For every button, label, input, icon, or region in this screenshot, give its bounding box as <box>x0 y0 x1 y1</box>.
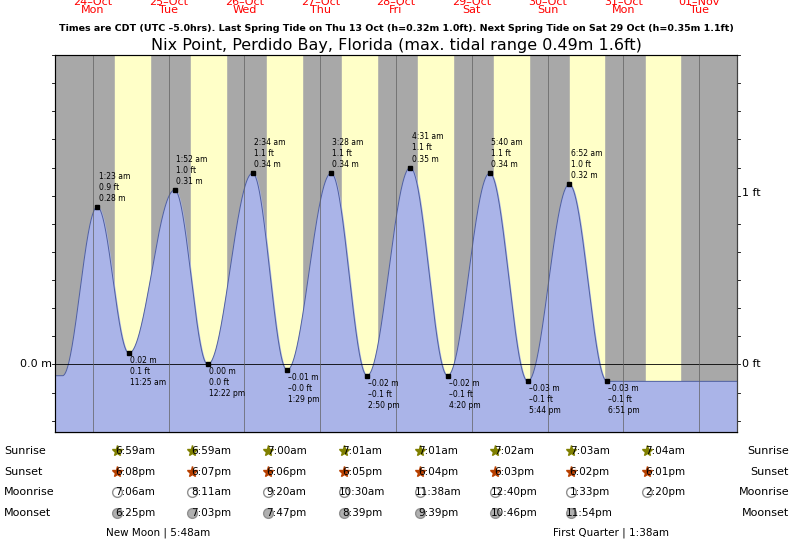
Text: Sun: Sun <box>537 5 558 15</box>
Text: Moonset: Moonset <box>741 508 789 519</box>
Text: New Moon | 5:48am: New Moon | 5:48am <box>106 527 211 538</box>
Text: Wed: Wed <box>232 5 257 15</box>
Text: First Quarter | 1:38am: First Quarter | 1:38am <box>553 527 668 538</box>
Text: 0.0 m: 0.0 m <box>20 360 52 369</box>
Text: 7:06am: 7:06am <box>115 487 155 497</box>
Text: 8:11am: 8:11am <box>191 487 231 497</box>
Text: 5:40 am
1.1 ft
0.34 m: 5:40 am 1.1 ft 0.34 m <box>491 138 523 169</box>
Text: 30–Oct: 30–Oct <box>528 0 567 6</box>
Text: 2:20pm: 2:20pm <box>646 487 686 497</box>
Bar <box>115 55 150 432</box>
Text: Sunset: Sunset <box>751 467 789 476</box>
Text: 9:39pm: 9:39pm <box>418 508 458 519</box>
Text: 8:39pm: 8:39pm <box>343 508 382 519</box>
Text: 24–Oct: 24–Oct <box>73 0 113 6</box>
Bar <box>343 55 377 432</box>
Text: 7:01am: 7:01am <box>343 446 382 456</box>
Text: 10:30am: 10:30am <box>339 487 385 497</box>
Text: Tue: Tue <box>159 5 178 15</box>
Text: 28–Oct: 28–Oct <box>377 0 416 6</box>
Text: 0.00 m
0.0 ft
12:22 pm: 0.00 m 0.0 ft 12:22 pm <box>209 367 245 398</box>
Text: Moonset: Moonset <box>4 508 52 519</box>
Text: 29–Oct: 29–Oct <box>452 0 492 6</box>
Text: 7:03pm: 7:03pm <box>191 508 231 519</box>
Text: Times are CDT (UTC –5.0hrs). Last Spring Tide on Thu 13 Oct (h=0.32m 1.0ft). Nex: Times are CDT (UTC –5.0hrs). Last Spring… <box>59 24 734 33</box>
Text: 2:34 am
1.1 ft
0.34 m: 2:34 am 1.1 ft 0.34 m <box>254 138 285 169</box>
Text: 0 ft: 0 ft <box>742 360 761 369</box>
Text: 31–Oct: 31–Oct <box>604 0 643 6</box>
Text: Tue: Tue <box>690 5 709 15</box>
Text: 12:40pm: 12:40pm <box>491 487 538 497</box>
Text: Moonrise: Moonrise <box>738 487 789 497</box>
Text: 6:01pm: 6:01pm <box>646 467 686 476</box>
Bar <box>646 55 680 432</box>
Text: –0.03 m
–0.1 ft
5:44 pm: –0.03 m –0.1 ft 5:44 pm <box>529 384 561 416</box>
Text: Moonrise: Moonrise <box>4 487 55 497</box>
Text: 7:00am: 7:00am <box>266 446 306 456</box>
Text: Nix Point, Perdido Bay, Florida (max. tidal range 0.49m 1.6ft): Nix Point, Perdido Bay, Florida (max. ti… <box>151 38 642 53</box>
Text: 4:31 am
1.1 ft
0.35 m: 4:31 am 1.1 ft 0.35 m <box>412 133 443 164</box>
Text: 9:20am: 9:20am <box>266 487 307 497</box>
Text: 7:01am: 7:01am <box>418 446 458 456</box>
Text: 7:04am: 7:04am <box>646 446 685 456</box>
Bar <box>266 55 301 432</box>
Text: 6:59am: 6:59am <box>191 446 231 456</box>
Text: 6:04pm: 6:04pm <box>418 467 458 476</box>
Bar <box>570 55 604 432</box>
Text: Mon: Mon <box>611 5 635 15</box>
Text: 11:38am: 11:38am <box>415 487 462 497</box>
Text: 3:28 am
1.1 ft
0.34 m: 3:28 am 1.1 ft 0.34 m <box>332 138 364 169</box>
Bar <box>190 55 226 432</box>
Text: –0.01 m
–0.0 ft
1:29 pm: –0.01 m –0.0 ft 1:29 pm <box>289 373 320 404</box>
Text: Sunset: Sunset <box>4 467 42 476</box>
Text: –0.02 m
–0.1 ft
2:50 pm: –0.02 m –0.1 ft 2:50 pm <box>368 378 400 410</box>
Text: 27–Oct: 27–Oct <box>301 0 339 6</box>
Text: 6:59am: 6:59am <box>115 446 155 456</box>
Text: Sat: Sat <box>462 5 481 15</box>
Text: Thu: Thu <box>310 5 331 15</box>
Bar <box>418 55 453 432</box>
Text: 6:06pm: 6:06pm <box>266 467 307 476</box>
Text: 6:03pm: 6:03pm <box>494 467 534 476</box>
Text: 1 ft: 1 ft <box>742 188 761 198</box>
Text: 1:52 am
1.0 ft
0.31 m: 1:52 am 1.0 ft 0.31 m <box>176 155 207 186</box>
Text: 7:03am: 7:03am <box>570 446 610 456</box>
Text: 01–Nov: 01–Nov <box>679 0 720 6</box>
Text: 6:52 am
1.0 ft
0.32 m: 6:52 am 1.0 ft 0.32 m <box>570 149 602 181</box>
Text: 6:25pm: 6:25pm <box>115 508 155 519</box>
Text: Sunrise: Sunrise <box>4 446 46 456</box>
Text: 11:54pm: 11:54pm <box>566 508 613 519</box>
Text: 26–Oct: 26–Oct <box>225 0 264 6</box>
Text: 10:46pm: 10:46pm <box>491 508 538 519</box>
Text: 6:02pm: 6:02pm <box>569 467 610 476</box>
Text: Fri: Fri <box>389 5 403 15</box>
Text: 1:23 am
0.9 ft
0.28 m: 1:23 am 0.9 ft 0.28 m <box>98 172 130 203</box>
Bar <box>494 55 529 432</box>
Text: Sunrise: Sunrise <box>747 446 789 456</box>
Text: 6:05pm: 6:05pm <box>343 467 382 476</box>
Text: –0.03 m
–0.1 ft
6:51 pm: –0.03 m –0.1 ft 6:51 pm <box>608 384 640 416</box>
Text: –0.02 m
–0.1 ft
4:20 pm: –0.02 m –0.1 ft 4:20 pm <box>449 378 481 410</box>
Text: 25–Oct: 25–Oct <box>149 0 188 6</box>
Text: 6:08pm: 6:08pm <box>115 467 155 476</box>
Text: 0.02 m
0.1 ft
11:25 am: 0.02 m 0.1 ft 11:25 am <box>130 356 167 387</box>
Text: 7:02am: 7:02am <box>494 446 534 456</box>
Text: 7:47pm: 7:47pm <box>266 508 307 519</box>
Text: 6:07pm: 6:07pm <box>191 467 231 476</box>
Text: Mon: Mon <box>81 5 105 15</box>
Text: 1:33pm: 1:33pm <box>569 487 610 497</box>
